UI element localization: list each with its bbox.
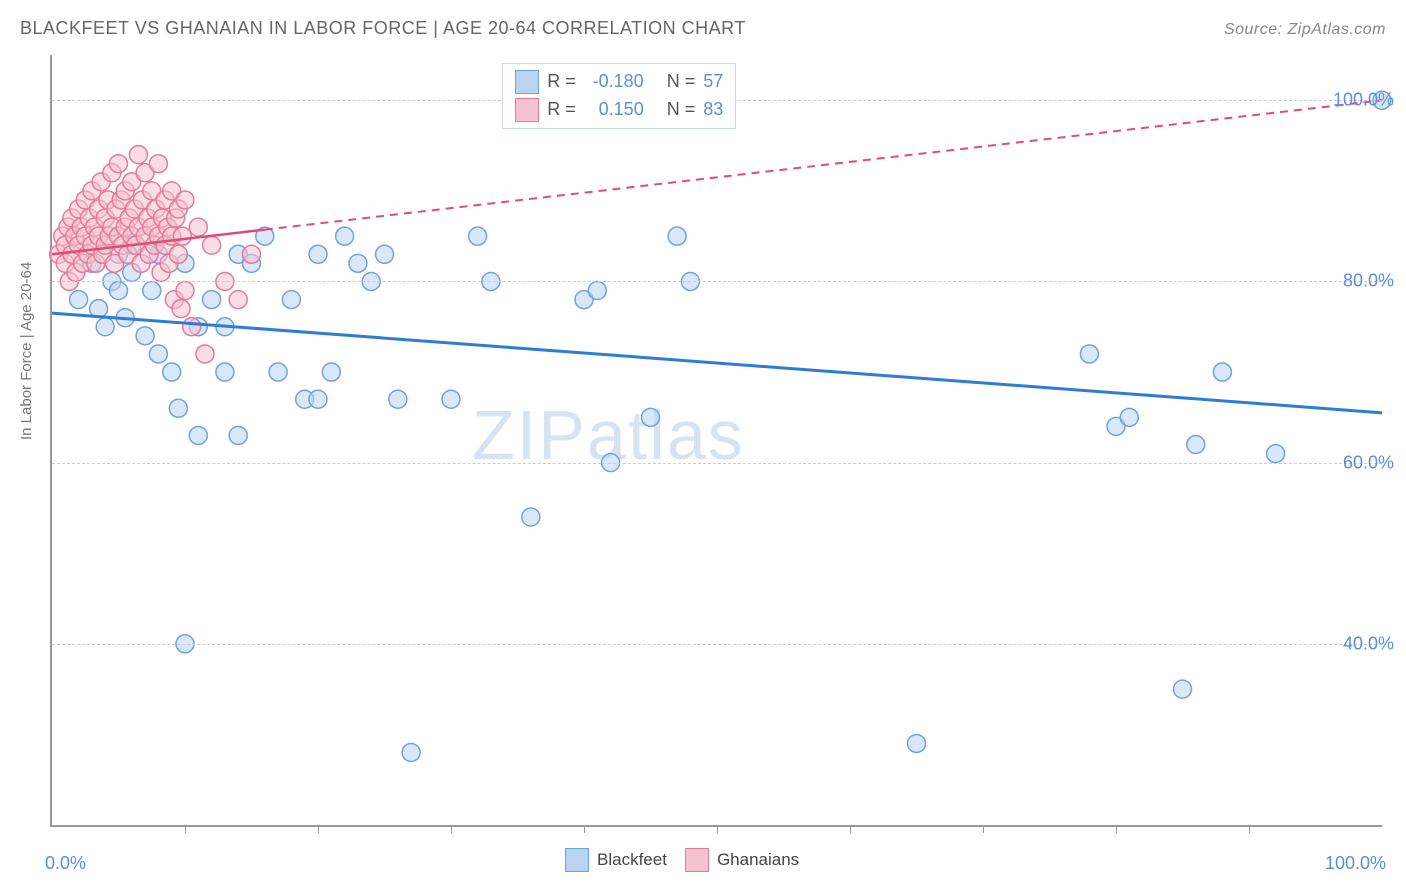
- data-point: [1080, 345, 1098, 363]
- data-point: [169, 399, 187, 417]
- legend-stats-row: R = -0.180 N = 57: [515, 70, 723, 94]
- x-minor-tick: [1116, 825, 1117, 833]
- data-point: [522, 508, 540, 526]
- x-tick-label: 100.0%: [1325, 853, 1386, 874]
- x-minor-tick: [318, 825, 319, 833]
- data-point: [309, 245, 327, 263]
- legend-bottom: Blackfeet Ghanaians: [565, 848, 799, 872]
- source-attribution: Source: ZipAtlas.com: [1224, 21, 1386, 39]
- chart-svg: [52, 55, 1382, 825]
- legend-label-ghanaians: Ghanaians: [717, 850, 799, 870]
- data-point: [668, 227, 686, 245]
- legend-item-ghanaians: Ghanaians: [685, 848, 799, 872]
- data-point: [269, 363, 287, 381]
- plot-area: ZIPatlas: [50, 55, 1382, 827]
- data-point: [169, 245, 187, 263]
- gridline-h: [52, 463, 1382, 464]
- legend-stats-row: R = 0.150 N = 83: [515, 98, 723, 122]
- legend-stats-swatch: [515, 70, 539, 94]
- data-point: [229, 291, 247, 309]
- legend-label-blackfeet: Blackfeet: [597, 850, 667, 870]
- data-point: [349, 254, 367, 272]
- legend-stats-swatch: [515, 98, 539, 122]
- y-axis-label: In Labor Force | Age 20-64: [18, 262, 35, 440]
- stat-n-label: N =: [652, 99, 696, 120]
- data-point: [189, 426, 207, 444]
- data-point: [196, 345, 214, 363]
- data-point: [243, 245, 261, 263]
- data-point: [172, 300, 190, 318]
- data-point: [282, 291, 300, 309]
- data-point: [376, 245, 394, 263]
- data-point: [203, 236, 221, 254]
- data-point: [1187, 436, 1205, 454]
- data-point: [1267, 445, 1285, 463]
- x-tick-label: 0.0%: [45, 853, 86, 874]
- stat-n-label: N =: [652, 71, 696, 92]
- data-point: [1174, 680, 1192, 698]
- data-point: [183, 318, 201, 336]
- data-point: [216, 363, 234, 381]
- data-point: [1213, 363, 1231, 381]
- y-tick-label: 60.0%: [1343, 452, 1394, 473]
- data-point: [229, 426, 247, 444]
- x-minor-tick: [584, 825, 585, 833]
- stat-r-value: 0.150: [584, 99, 644, 120]
- legend-item-blackfeet: Blackfeet: [565, 848, 667, 872]
- data-point: [136, 327, 154, 345]
- y-tick-label: 80.0%: [1343, 271, 1394, 292]
- data-point: [189, 218, 207, 236]
- data-point: [176, 191, 194, 209]
- legend-swatch-ghanaians: [685, 848, 709, 872]
- legend-swatch-blackfeet: [565, 848, 589, 872]
- data-point: [173, 227, 191, 245]
- stat-r-label: R =: [547, 71, 576, 92]
- stat-r-value: -0.180: [584, 71, 644, 92]
- data-point: [642, 408, 660, 426]
- x-minor-tick: [850, 825, 851, 833]
- chart-title: BLACKFEET VS GHANAIAN IN LABOR FORCE | A…: [20, 18, 746, 39]
- data-point: [163, 363, 181, 381]
- gridline-h: [52, 644, 1382, 645]
- data-point: [402, 744, 420, 762]
- stat-r-label: R =: [547, 99, 576, 120]
- data-point: [389, 390, 407, 408]
- data-point: [469, 227, 487, 245]
- x-minor-tick: [1249, 825, 1250, 833]
- trend-line: [52, 313, 1382, 413]
- data-point: [149, 345, 167, 363]
- stat-n-value: 57: [703, 71, 723, 92]
- data-point: [149, 155, 167, 173]
- legend-stats: R = -0.180 N = 57R = 0.150 N = 83: [502, 63, 736, 129]
- y-tick-label: 40.0%: [1343, 633, 1394, 654]
- data-point: [110, 155, 128, 173]
- data-point: [336, 227, 354, 245]
- data-point: [110, 282, 128, 300]
- trend-line-dashed: [265, 100, 1382, 229]
- y-tick-label: 100.0%: [1333, 90, 1394, 111]
- data-point: [143, 282, 161, 300]
- data-point: [908, 734, 926, 752]
- gridline-h: [52, 281, 1382, 282]
- data-point: [203, 291, 221, 309]
- x-minor-tick: [717, 825, 718, 833]
- title-bar: BLACKFEET VS GHANAIAN IN LABOR FORCE | A…: [20, 18, 1386, 39]
- data-point: [176, 282, 194, 300]
- data-point: [588, 282, 606, 300]
- data-point: [129, 146, 147, 164]
- data-point: [442, 390, 460, 408]
- x-minor-tick: [451, 825, 452, 833]
- x-minor-tick: [983, 825, 984, 833]
- data-point: [96, 318, 114, 336]
- stat-n-value: 83: [703, 99, 723, 120]
- data-point: [309, 390, 327, 408]
- data-point: [1120, 408, 1138, 426]
- data-point: [70, 291, 88, 309]
- x-minor-tick: [185, 825, 186, 833]
- data-point: [322, 363, 340, 381]
